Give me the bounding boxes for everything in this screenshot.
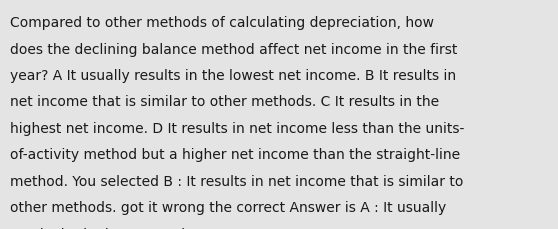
Text: net income that is similar to other methods. C It results in the: net income that is similar to other meth… [10, 95, 439, 109]
Text: other methods. got it wrong the correct Answer is A : It usually: other methods. got it wrong the correct … [10, 200, 446, 214]
Text: results in the lowest net income.: results in the lowest net income. [10, 227, 237, 229]
Text: Compared to other methods of calculating depreciation, how: Compared to other methods of calculating… [10, 16, 434, 30]
Text: year? A It usually results in the lowest net income. B It results in: year? A It usually results in the lowest… [10, 69, 456, 83]
Text: of-activity method but a higher net income than the straight-line: of-activity method but a higher net inco… [10, 148, 460, 162]
Text: highest net income. D It results in net income less than the units-: highest net income. D It results in net … [10, 121, 464, 135]
Text: method. You selected B : It results in net income that is similar to: method. You selected B : It results in n… [10, 174, 463, 188]
Text: does the declining balance method affect net income in the first: does the declining balance method affect… [10, 42, 458, 56]
